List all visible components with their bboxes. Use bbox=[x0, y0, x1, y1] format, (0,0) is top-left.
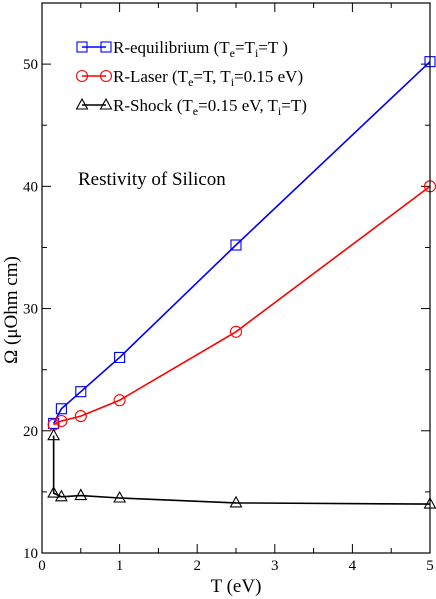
legend-marker bbox=[76, 41, 88, 53]
legend-marker bbox=[75, 69, 89, 83]
legend-label: R-Shock (Te=0.15 eV, Ti=T) bbox=[113, 96, 307, 118]
x-tick-label: 3 bbox=[271, 558, 279, 574]
data-point-circle bbox=[55, 414, 68, 428]
data-point-triangle bbox=[113, 490, 127, 503]
data-point-circle bbox=[229, 325, 243, 338]
legend-label: R-Laser (Te=T, Ti=0.15 eV) bbox=[113, 67, 303, 89]
data-point-triangle bbox=[47, 485, 61, 498]
data-point-triangle bbox=[229, 495, 243, 508]
data-point-square bbox=[55, 403, 67, 415]
data-point-square bbox=[114, 351, 126, 363]
axis-ticks: 0 1 2 3 4 5 10 20 30 40 50 bbox=[23, 3, 434, 574]
legend-marker bbox=[99, 97, 113, 110]
data-point-square bbox=[75, 386, 87, 398]
legend-marker bbox=[75, 97, 89, 110]
series-line bbox=[52, 61, 431, 424]
legend-label: R-equilibrium (Te=Ti=T ) bbox=[113, 38, 288, 60]
y-tick-label: 40 bbox=[23, 179, 38, 195]
series-line bbox=[53, 185, 431, 426]
legend-marker bbox=[99, 69, 113, 83]
data-point-triangle bbox=[47, 428, 61, 441]
data-point-triangle bbox=[54, 489, 68, 502]
y-tick-label: 20 bbox=[23, 424, 38, 440]
data-point-triangle bbox=[74, 488, 88, 501]
legend-entry: R-Shock (Te=0.15 eV, Ti=T) bbox=[75, 96, 307, 118]
data-point-square bbox=[230, 239, 242, 251]
legend-entry: R-equilibrium (Te=Ti=T ) bbox=[76, 38, 288, 60]
series-triangle bbox=[47, 428, 436, 509]
plot-area bbox=[47, 56, 436, 509]
y-tick-label: 10 bbox=[23, 546, 38, 562]
y-tick-label: 30 bbox=[23, 302, 38, 318]
plot-frame bbox=[41, 2, 431, 554]
legend: R-equilibrium (Te=Ti=T ) R-Laser (Te=T, T… bbox=[75, 38, 307, 118]
x-tick-label: 2 bbox=[193, 558, 201, 574]
legend-entry: R-Laser (Te=T, Ti=0.15 eV) bbox=[75, 67, 303, 89]
series-circle bbox=[47, 180, 436, 431]
y-axis-label: Ω (μOhm cm) bbox=[1, 256, 22, 364]
x-tick-label: 1 bbox=[116, 558, 124, 574]
x-tick-label: 0 bbox=[38, 558, 46, 574]
series-line bbox=[52, 435, 431, 505]
x-axis-label: T (eV) bbox=[211, 576, 262, 597]
y-tick-label: 50 bbox=[23, 57, 38, 73]
data-point-circle bbox=[74, 410, 87, 423]
chart-annotation: Restivity of Silicon bbox=[78, 169, 226, 190]
x-tick-label: 4 bbox=[349, 558, 357, 574]
x-tick-label: 5 bbox=[426, 558, 434, 574]
legend-marker bbox=[100, 41, 112, 53]
data-point-circle bbox=[113, 394, 126, 407]
